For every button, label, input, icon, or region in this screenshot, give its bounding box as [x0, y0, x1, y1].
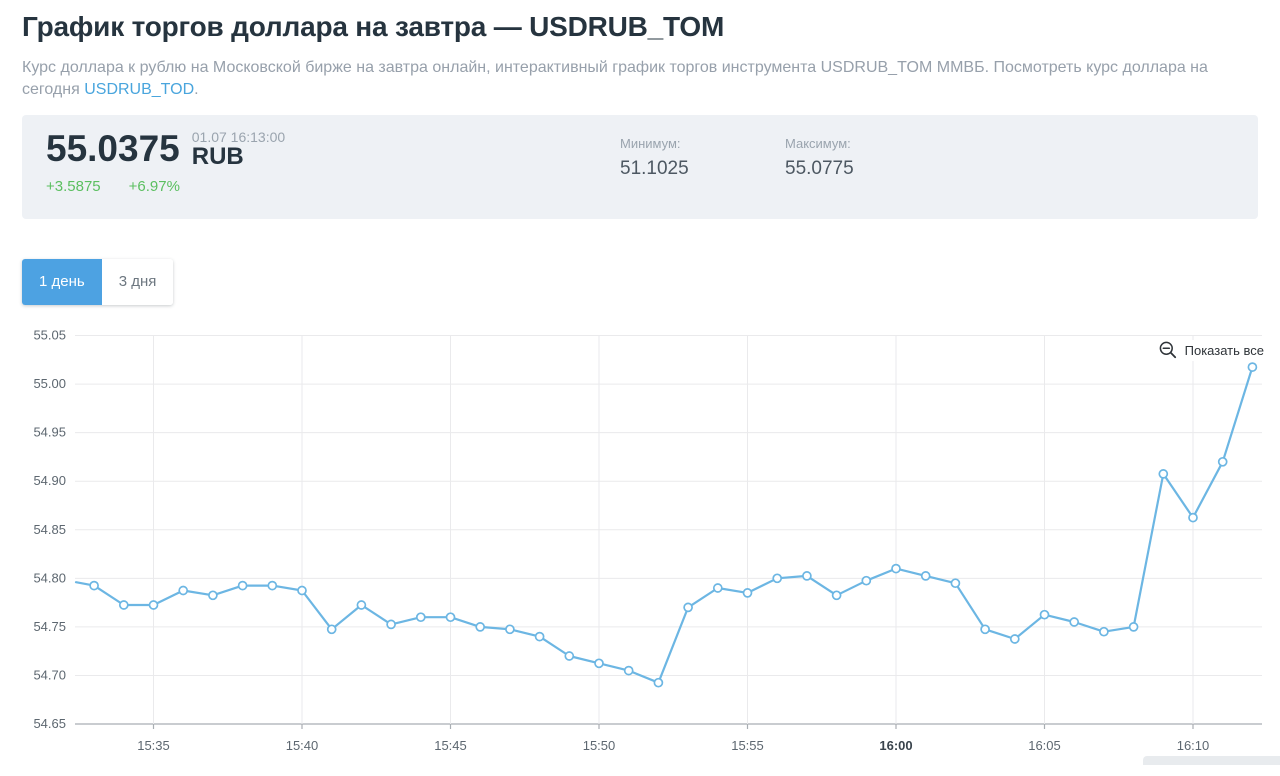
show-all-button[interactable]: Показать все [1156, 339, 1266, 361]
change-absolute: +3.5875 [46, 177, 101, 195]
data-point-marker[interactable] [891, 563, 901, 574]
data-point-marker[interactable] [118, 599, 129, 610]
currency-column: 01.07 16:13:00 RUB [191, 128, 286, 170]
y-axis-label: 54.85 [33, 521, 66, 536]
show-all-label: Показать все [1184, 342, 1264, 358]
x-axis-label: 16:00 [879, 738, 912, 753]
maximum-value: 55.0775 [785, 157, 854, 179]
subtitle-period: . [194, 80, 199, 98]
data-point-marker[interactable] [1039, 609, 1050, 620]
price-row: 55.0375 01.07 16:13:00 RUB [46, 127, 620, 170]
y-axis-label: 54.65 [33, 716, 66, 731]
minimum-value: 51.1025 [620, 157, 689, 179]
minimum-label: Минимум: [620, 135, 681, 151]
data-point-marker[interactable] [415, 611, 426, 622]
x-axis-label: 15:40 [286, 738, 319, 753]
change-percent: +6.97% [128, 177, 180, 195]
y-axis-label: 54.75 [33, 618, 66, 633]
data-point-marker[interactable] [1099, 626, 1109, 637]
data-point-marker[interactable] [148, 599, 159, 610]
data-point-marker[interactable] [772, 573, 783, 583]
data-point-marker[interactable] [594, 658, 604, 668]
price-value: 55.0375 [46, 127, 180, 169]
data-point-marker[interactable] [1217, 456, 1228, 467]
price-line [74, 365, 1254, 684]
data-point-marker[interactable] [564, 650, 575, 661]
data-point-marker[interactable] [1247, 361, 1258, 372]
change-row: +3.5875 +6.97% [46, 178, 620, 195]
quote-timestamp: 01.07 16:13:00 [191, 128, 286, 145]
data-point-marker[interactable] [623, 665, 634, 676]
data-point-marker[interactable] [297, 585, 307, 595]
data-point-marker[interactable] [89, 580, 99, 591]
data-point-marker[interactable] [683, 602, 693, 612]
data-point-marker[interactable] [950, 577, 961, 588]
x-axis-label: 15:55 [731, 738, 764, 753]
page-title: График торгов доллара на завтра — USDRUB… [22, 11, 725, 42]
y-axis-label: 54.80 [33, 570, 66, 585]
data-point-marker[interactable] [475, 621, 486, 632]
data-point-marker[interactable] [1069, 616, 1080, 627]
data-point-marker[interactable] [920, 570, 931, 581]
zoom-out-icon [1159, 341, 1176, 358]
currency-label: RUB [191, 142, 244, 170]
y-axis-label: 55.05 [33, 329, 66, 343]
data-point-marker[interactable] [386, 619, 396, 629]
y-axis-label: 54.95 [33, 424, 66, 439]
partial-element[interactable] [1143, 755, 1280, 765]
minimum-stat: Минимум: 51.1025 [620, 115, 785, 178]
data-point-marker[interactable] [534, 631, 545, 642]
quote-panel: 55.0375 01.07 16:13:00 RUB +3.5875 +6.97… [22, 114, 1258, 219]
data-point-marker[interactable] [445, 611, 456, 622]
data-point-marker[interactable] [802, 570, 812, 581]
page-subtitle: Курс доллара к рублю на Московской бирже… [22, 57, 1240, 101]
data-point-marker[interactable] [1128, 621, 1139, 632]
usdrub-tod-link[interactable]: USDRUB_TOD [84, 80, 195, 98]
data-point-marker[interactable] [1009, 633, 1020, 644]
x-axis-label: 15:35 [137, 738, 170, 753]
data-point-marker[interactable] [208, 590, 218, 600]
x-axis-label: 15:45 [434, 738, 467, 753]
x-axis-label: 16:10 [1177, 738, 1210, 753]
data-point-marker[interactable] [356, 599, 367, 610]
data-point-marker[interactable] [831, 590, 842, 600]
data-point-marker[interactable] [1188, 512, 1198, 523]
data-point-marker[interactable] [505, 624, 515, 634]
data-point-marker[interactable] [1158, 468, 1169, 479]
maximum-label: Максимум: [785, 135, 851, 151]
subtitle-text: Курс доллара к рублю на Московской бирже… [22, 58, 1208, 98]
x-axis-label: 15:50 [583, 738, 616, 753]
y-axis-label: 55.00 [33, 376, 66, 391]
tab-3-days[interactable]: 3 дня [101, 258, 174, 305]
data-point-marker[interactable] [237, 580, 248, 591]
quote-main: 55.0375 01.07 16:13:00 RUB +3.5875 +6.97… [46, 115, 620, 195]
page: График торгов доллара на завтра — USDRUB… [0, 10, 1280, 765]
tab-1-day[interactable]: 1 день [22, 258, 102, 305]
period-tabs: 1 день 3 дня [22, 258, 174, 305]
data-point-marker[interactable] [712, 582, 723, 593]
y-axis-label: 54.90 [33, 473, 66, 488]
y-axis-label: 54.70 [33, 667, 66, 682]
data-point-marker[interactable] [980, 624, 990, 634]
maximum-stat: Максимум: 55.0775 [785, 115, 854, 178]
chart-canvas[interactable]: 55.05 55.00 54.95 54.90 54.85 54.80 54.75 54.70… [0, 329, 1280, 765]
x-axis-label: 16:05 [1028, 738, 1061, 753]
data-point-marker[interactable] [178, 585, 189, 595]
chart[interactable]: 55.05 55.00 54.95 54.90 54.85 54.80 54.75 54.70… [0, 329, 1280, 765]
data-point-marker[interactable] [861, 575, 872, 586]
data-point-marker[interactable] [326, 624, 337, 634]
data-point-marker[interactable] [742, 587, 753, 598]
data-point-marker[interactable] [267, 580, 278, 591]
data-point-marker[interactable] [653, 677, 664, 688]
